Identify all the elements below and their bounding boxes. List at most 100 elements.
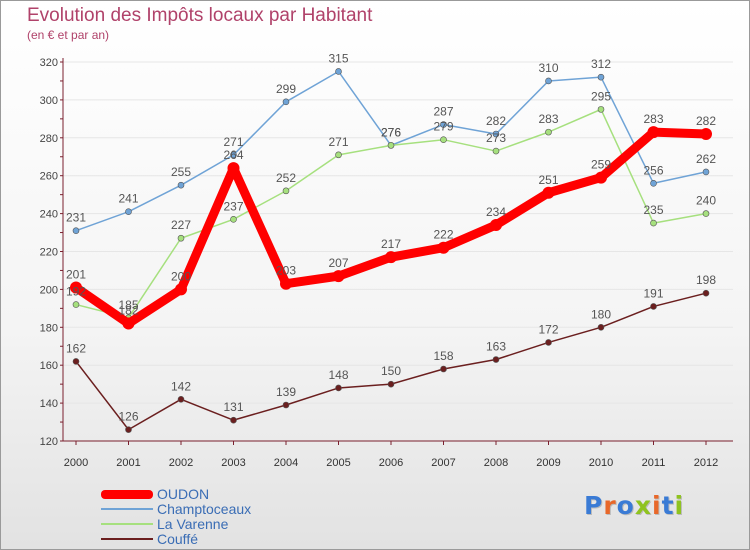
data-point-couffe — [597, 323, 605, 331]
legend-swatch — [101, 538, 153, 540]
data-label-oudon: 182 — [118, 304, 138, 318]
data-label-oudon: 251 — [538, 173, 558, 187]
data-point-oudon — [70, 281, 82, 294]
chart-subtitle: (en € et par an) — [27, 28, 110, 42]
data-point-champtoceaux — [230, 151, 237, 159]
data-label-couffe: 162 — [66, 341, 86, 355]
legend-item: Couffé — [101, 531, 321, 547]
y-tick-label: 180 — [40, 322, 58, 334]
data-label-champtoceaux: 312 — [591, 57, 611, 71]
data-point-oudon — [385, 251, 397, 264]
series-line-champtoceaux — [75, 70, 707, 232]
data-label-champtoceaux: 276 — [381, 125, 401, 139]
data-point-champtoceaux — [545, 77, 552, 85]
data-point-champtoceaux — [440, 121, 447, 128]
x-tick-label: 2004 — [274, 457, 298, 469]
x-tick-label: 2007 — [431, 457, 455, 469]
data-label-champtoceaux: 255 — [171, 165, 191, 179]
data-label-couffe: 142 — [171, 379, 191, 393]
data-label-la-varenne: 283 — [538, 112, 558, 126]
data-point-la-varenne — [282, 187, 290, 195]
data-point-champtoceaux — [597, 73, 605, 81]
data-label-champtoceaux: 256 — [643, 163, 663, 177]
data-point-champtoceaux — [702, 168, 710, 176]
x-tick-label: 2009 — [536, 457, 560, 469]
data-point-oudon — [175, 283, 187, 296]
y-tick-label: 200 — [40, 284, 58, 296]
data-point-couffe — [72, 358, 80, 365]
data-label-couffe: 150 — [381, 364, 401, 378]
data-label-oudon: 259 — [591, 158, 611, 172]
data-label-la-varenne: 235 — [643, 203, 663, 217]
data-label-oudon: 207 — [328, 256, 348, 270]
data-point-champtoceaux — [125, 208, 132, 216]
data-point-couffe — [335, 384, 342, 392]
data-point-la-varenne — [545, 128, 552, 136]
data-label-champtoceaux: 282 — [486, 114, 506, 128]
data-label-oudon: 234 — [486, 205, 506, 219]
data-point-la-varenne — [650, 219, 657, 227]
legend-label: OUDON — [157, 486, 210, 502]
data-point-oudon — [122, 317, 135, 330]
data-label-couffe: 126 — [118, 410, 138, 424]
x-tick-label: 2006 — [379, 457, 403, 469]
data-label-couffe: 163 — [486, 340, 506, 354]
x-tick-label: 2011 — [642, 457, 666, 469]
x-tick-label: 2005 — [326, 457, 350, 469]
y-tick-label: 160 — [40, 360, 58, 372]
data-point-oudon — [490, 218, 502, 231]
data-label-couffe: 158 — [433, 349, 453, 363]
data-point-la-varenne — [440, 136, 447, 143]
x-tick-label: 2002 — [169, 457, 193, 469]
legend-label: La Varenne — [157, 516, 229, 532]
data-point-oudon — [542, 186, 555, 199]
data-point-la-varenne — [230, 215, 237, 223]
y-tick-label: 220 — [40, 247, 58, 259]
y-tick-label: 240 — [40, 209, 58, 221]
legend-item: La Varenne — [101, 516, 321, 532]
data-label-la-varenne: 237 — [223, 199, 243, 213]
data-label-champtoceaux: 271 — [223, 135, 243, 149]
data-label-couffe: 139 — [276, 385, 296, 399]
series-line-couffe — [75, 292, 707, 431]
data-label-champtoceaux: 299 — [276, 82, 296, 96]
data-point-oudon — [700, 128, 712, 141]
y-tick-label: 280 — [40, 133, 58, 145]
data-label-couffe: 131 — [223, 400, 243, 414]
data-label-la-varenne: 276 — [381, 125, 401, 139]
data-label-couffe: 148 — [328, 368, 348, 382]
data-point-champtoceaux — [282, 98, 290, 106]
y-tick-label: 260 — [40, 171, 58, 183]
chart-title: Evolution des Impôts locaux par Habitant — [27, 5, 373, 26]
legend-item: Champtoceaux — [101, 501, 321, 517]
legend-swatch — [101, 489, 153, 499]
data-point-oudon — [280, 277, 292, 290]
data-point-couffe — [177, 396, 185, 403]
x-tick-label: 2008 — [484, 457, 508, 469]
data-point-champtoceaux — [650, 179, 657, 187]
data-label-champtoceaux: 241 — [118, 192, 138, 206]
data-point-champtoceaux — [177, 181, 185, 189]
data-label-oudon: 200 — [171, 269, 191, 283]
data-point-oudon — [332, 270, 345, 283]
data-point-la-varenne — [335, 151, 342, 159]
x-tick-label: 2012 — [694, 457, 718, 469]
proxiti-logo: Proxiti — [584, 491, 685, 520]
data-label-la-varenne: 240 — [696, 194, 716, 208]
data-point-oudon — [227, 162, 240, 175]
data-point-couffe — [230, 416, 237, 424]
data-label-couffe: 198 — [696, 273, 716, 287]
data-point-oudon — [437, 241, 450, 254]
data-label-champtoceaux: 310 — [538, 61, 558, 75]
data-label-oudon: 203 — [276, 264, 296, 278]
x-tick-label: 2001 — [116, 457, 140, 469]
y-tick-label: 140 — [40, 398, 58, 410]
data-label-la-varenne: 295 — [591, 89, 611, 103]
data-label-oudon: 283 — [643, 112, 663, 126]
data-point-couffe — [125, 426, 132, 433]
data-label-oudon: 282 — [696, 114, 716, 128]
data-point-oudon — [647, 126, 660, 139]
data-label-oudon: 201 — [66, 268, 86, 282]
